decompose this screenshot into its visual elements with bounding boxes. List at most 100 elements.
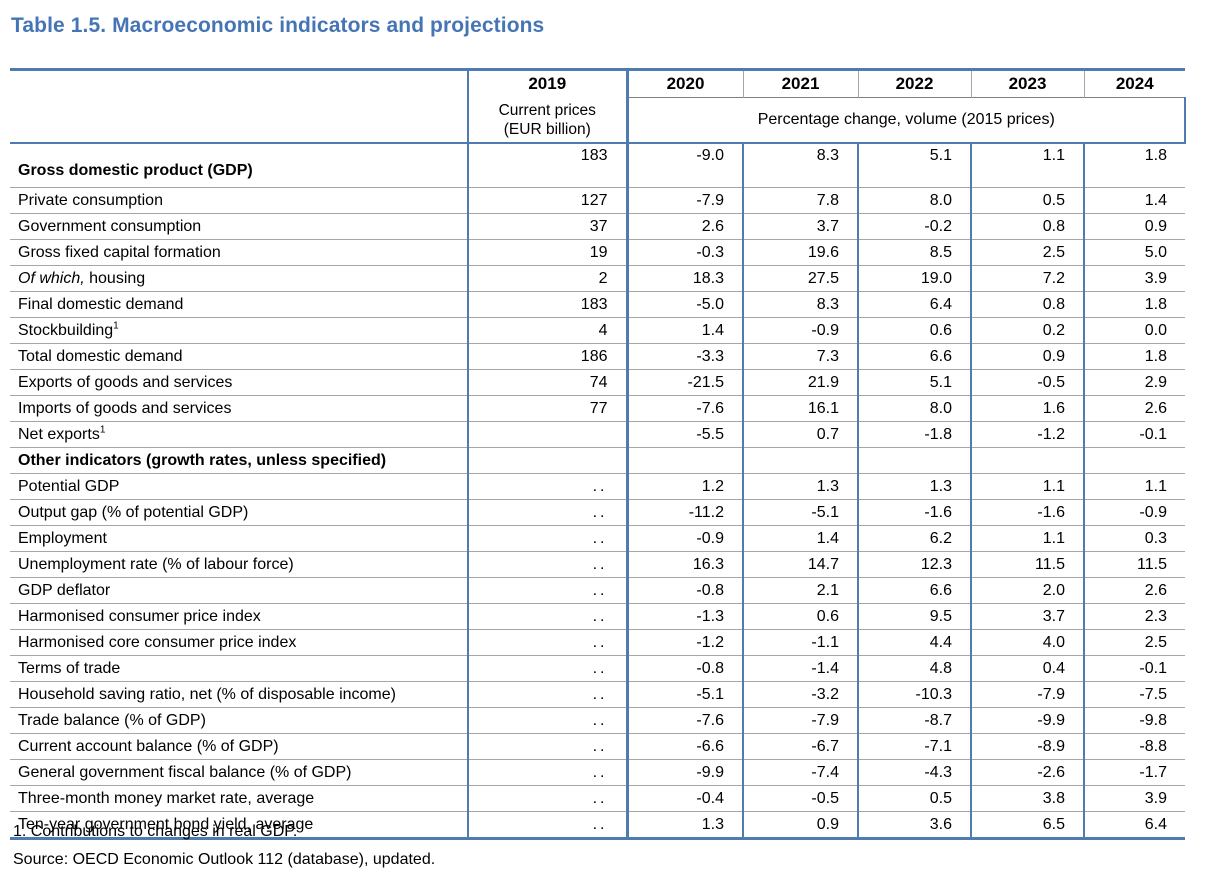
value-cell-2021: 16.1	[742, 395, 858, 422]
value-cell-2019: 4	[467, 317, 627, 344]
value-cell-2020: 2.6	[625, 213, 743, 240]
value-cell-2024: 3.9	[1083, 785, 1185, 812]
value-cell-2023	[970, 447, 1084, 474]
value-cell-2020: -7.6	[625, 395, 743, 422]
value-cell-2021: -0.9	[742, 317, 858, 344]
row-label: Gross fixed capital formation	[10, 239, 468, 266]
value-cell-2019: ..	[467, 759, 627, 786]
value-cell-2022: -1.8	[857, 421, 971, 448]
value-cell-2023: 1.1	[970, 143, 1084, 188]
table-row: General government fiscal balance (% of …	[10, 759, 1185, 786]
value-cell-2021: -5.1	[742, 499, 858, 526]
value-cell-2024: 2.3	[1083, 603, 1185, 630]
value-cell-2020: 18.3	[625, 265, 743, 292]
value-cell-2020	[625, 447, 743, 474]
value-cell-2021: -6.7	[742, 733, 858, 760]
table-header: 2019 2020 2021 2022 2023 2024 Current pr…	[10, 69, 1186, 144]
value-cell-2024: 1.4	[1083, 187, 1185, 214]
value-cell-2019: 183	[467, 143, 627, 188]
row-label: Current account balance (% of GDP)	[10, 733, 468, 760]
value-cell-2022: 6.6	[857, 343, 971, 370]
value-cell-2019: 127	[467, 187, 627, 214]
row-label: Government consumption	[10, 213, 468, 240]
value-cell-2023: 3.8	[970, 785, 1084, 812]
value-cell-2022: -8.7	[857, 707, 971, 734]
value-cell-2023: 0.8	[970, 291, 1084, 318]
label-column-header	[10, 70, 468, 98]
value-cell-2021: 3.7	[742, 213, 858, 240]
value-cell-2024: 11.5	[1083, 551, 1185, 578]
value-cell-2019: 186	[467, 343, 627, 370]
value-cell-2020: -0.4	[625, 785, 743, 812]
value-cell-2023: -9.9	[970, 707, 1084, 734]
value-cell-2020: -5.0	[625, 291, 743, 318]
table-row: Gross fixed capital formation 19 -0.3 19.6 8…	[10, 239, 1185, 266]
value-cell-2020: -0.8	[625, 655, 743, 682]
table-row: Current account balance (% of GDP).. -6.6…	[10, 733, 1185, 760]
value-cell-2021: -1.1	[742, 629, 858, 656]
table-row: Potential GDP.. 1.2 1.3 1.3 1.1 1.1	[10, 473, 1185, 500]
value-cell-2023: 0.8	[970, 213, 1084, 240]
value-cell-2022: -4.3	[857, 759, 971, 786]
value-cell-2023: 1.1	[970, 473, 1084, 500]
table-row: Private consumption 127 -7.9 7.8 8.0 0.5 1.4	[10, 187, 1185, 214]
table-row: Employment.. -0.9 1.4 6.2 1.1 0.3	[10, 525, 1185, 552]
table-row: Terms of trade.. -0.8 -1.4 4.8 0.4 -0.1	[10, 655, 1185, 682]
value-cell-2024	[1083, 447, 1185, 474]
row-label: Exports of goods and services	[10, 369, 468, 396]
table-row: Harmonised consumer price index.. -1.3 0.6…	[10, 603, 1185, 630]
value-cell-2022: 8.5	[857, 239, 971, 266]
value-cell-2023: 0.9	[970, 343, 1084, 370]
value-cell-2021: 7.8	[742, 187, 858, 214]
value-cell-2020: -0.3	[625, 239, 743, 266]
value-cell-2023: 2.5	[970, 239, 1084, 266]
value-cell-2024: 3.9	[1083, 265, 1185, 292]
row-label: Total domestic demand	[10, 343, 468, 370]
value-cell-2021: 19.6	[742, 239, 858, 266]
value-cell-2022	[857, 447, 971, 474]
value-cell-2019: 183	[467, 291, 627, 318]
row-label: Trade balance (% of GDP)	[10, 707, 468, 734]
table-row: Household saving ratio, net (% of dispos…	[10, 681, 1185, 708]
value-cell-2023: 0.5	[970, 187, 1084, 214]
macro-indicators-table: 2019 2020 2021 2022 2023 2024 Current pr…	[10, 68, 1186, 840]
value-cell-2024: 1.8	[1083, 343, 1185, 370]
col-header-2024: 2024	[1083, 69, 1185, 98]
value-cell-2019	[467, 421, 627, 448]
value-cell-2023: 1.6	[970, 395, 1084, 422]
label-column-subheader	[10, 97, 468, 144]
value-cell-2019: 74	[467, 369, 627, 396]
value-cell-2024: 0.3	[1083, 525, 1185, 552]
value-cell-2020: -9.9	[625, 759, 743, 786]
value-cell-2024: 5.0	[1083, 239, 1185, 266]
value-cell-2022: 8.0	[857, 395, 971, 422]
value-cell-2023: -1.2	[970, 421, 1084, 448]
value-cell-2020: -11.2	[625, 499, 743, 526]
value-cell-2023: -2.6	[970, 759, 1084, 786]
value-cell-2023: 7.2	[970, 265, 1084, 292]
value-cell-2020: -5.1	[625, 681, 743, 708]
value-cell-2024: 1.1	[1083, 473, 1185, 500]
value-cell-2019: ..	[467, 681, 627, 708]
value-cell-2019: 2	[467, 265, 627, 292]
value-cell-2023: 4.0	[970, 629, 1084, 656]
row-label: Employment	[10, 525, 468, 552]
value-cell-2024: -0.1	[1083, 421, 1185, 448]
value-cell-2019: ..	[467, 525, 627, 552]
row-label: Household saving ratio, net (% of dispos…	[10, 681, 468, 708]
col-header-2023: 2023	[970, 69, 1084, 98]
subheader-line2: (EUR billion)	[503, 120, 591, 138]
pct-change-header: Percentage change, volume (2015 prices)	[625, 97, 1186, 144]
value-cell-2024: -9.8	[1083, 707, 1185, 734]
value-cell-2024: 2.6	[1083, 577, 1185, 604]
value-cell-2022: 6.4	[857, 291, 971, 318]
row-label: Unemployment rate (% of labour force)	[10, 551, 468, 578]
value-cell-2023: 2.0	[970, 577, 1084, 604]
value-cell-2020: -7.6	[625, 707, 743, 734]
value-cell-2020: -21.5	[625, 369, 743, 396]
table-row: GDP deflator.. -0.8 2.1 6.6 2.0 2.6	[10, 577, 1185, 604]
table-row: Unemployment rate (% of labour force).. 1…	[10, 551, 1185, 578]
table-row: Net exports1 -5.5 0.7 -1.8 -1.2 -0.1	[10, 421, 1185, 448]
value-cell-2019: ..	[467, 499, 627, 526]
value-cell-2019: ..	[467, 577, 627, 604]
